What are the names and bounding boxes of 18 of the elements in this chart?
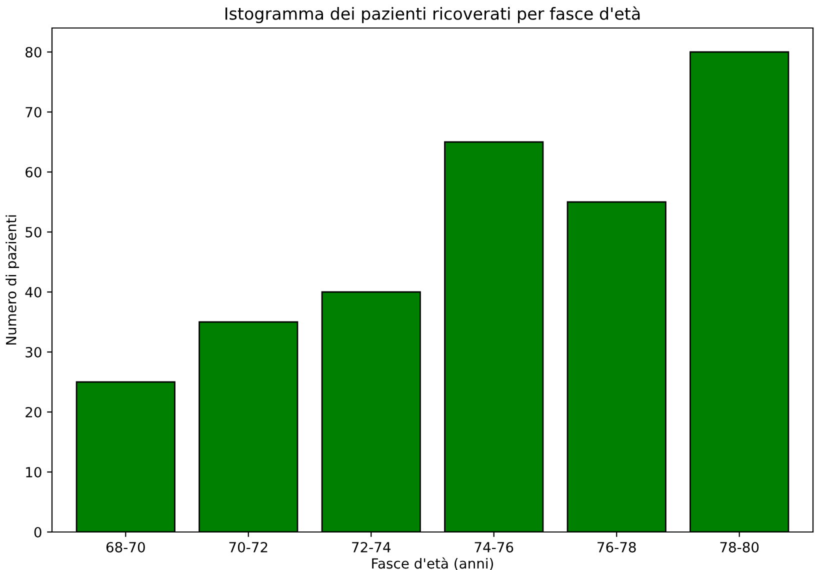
y-tick-label: 50	[26, 226, 42, 238]
y-tick-label: 80	[26, 46, 42, 58]
x-tick-label: 76-78	[598, 542, 636, 552]
chart-title: Istogramma dei pazienti ricoverati per fasce d'età	[225, 6, 640, 24]
y-axis-title: Numero di pazienti	[6, 215, 20, 345]
y-tick-label: 0	[34, 526, 42, 538]
y-tick-label: 60	[26, 166, 42, 178]
x-tick-label: 70-72	[229, 542, 268, 552]
y-tick-label: 10	[26, 466, 42, 478]
y-tick-label: 30	[26, 346, 42, 358]
y-tick-label: 20	[26, 406, 42, 418]
y-tick-label: 40	[25, 286, 42, 298]
x-tick-label: 68-70	[106, 542, 145, 552]
x-tick-label: 74-76	[474, 542, 514, 552]
x-axis-title: Fasce d'età (anni)	[372, 557, 494, 570]
y-tick-label: 70	[26, 106, 42, 118]
x-tick-label: 78-80	[720, 542, 759, 552]
x-tick-label: 72-74	[352, 542, 391, 552]
